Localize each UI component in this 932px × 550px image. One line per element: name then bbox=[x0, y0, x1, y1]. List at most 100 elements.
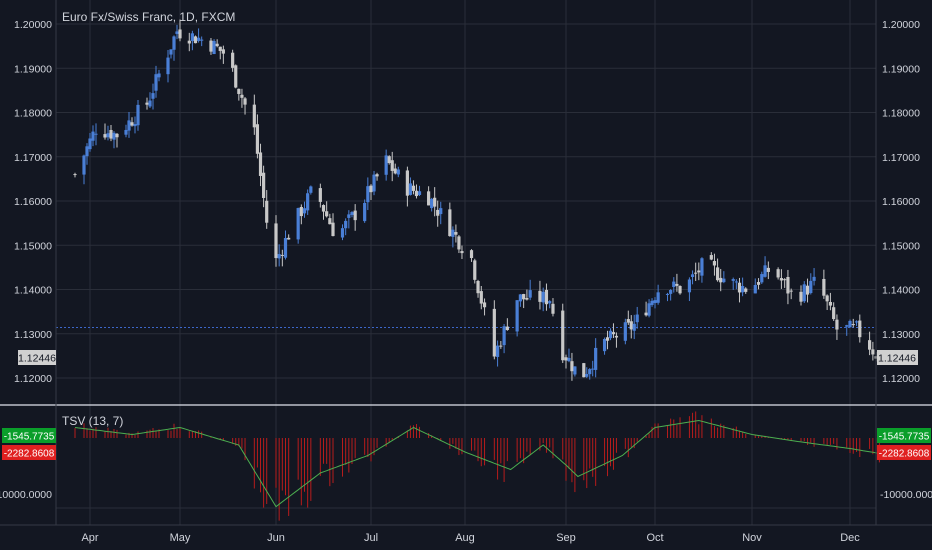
candle-body[interactable] bbox=[169, 49, 173, 55]
candle-body[interactable] bbox=[825, 295, 829, 302]
candle-body[interactable] bbox=[551, 303, 555, 314]
candle-body[interactable] bbox=[384, 155, 388, 175]
candle-body[interactable] bbox=[331, 222, 335, 237]
candle-body[interactable] bbox=[712, 261, 717, 266]
candle-body[interactable] bbox=[499, 345, 503, 347]
candle-body[interactable] bbox=[350, 212, 354, 215]
candle-body[interactable] bbox=[190, 33, 194, 42]
candle-body[interactable] bbox=[602, 338, 607, 352]
candle-body[interactable] bbox=[393, 168, 397, 174]
candle-body[interactable] bbox=[154, 74, 158, 91]
candle-body[interactable] bbox=[687, 279, 692, 293]
candle-body[interactable] bbox=[766, 267, 770, 272]
candle-body[interactable] bbox=[372, 174, 376, 192]
candle-body[interactable] bbox=[151, 93, 155, 99]
candle-body[interactable] bbox=[88, 138, 92, 150]
candle-body[interactable] bbox=[635, 314, 639, 323]
candle-body[interactable] bbox=[166, 57, 170, 75]
candle-body[interactable] bbox=[644, 312, 648, 316]
candle-body[interactable] bbox=[221, 49, 225, 54]
candle-body[interactable] bbox=[690, 274, 695, 278]
candle-body[interactable] bbox=[172, 36, 176, 50]
candle-body[interactable] bbox=[148, 100, 152, 107]
candle-body[interactable] bbox=[187, 40, 191, 44]
candle-body[interactable] bbox=[786, 276, 790, 294]
candle-body[interactable] bbox=[763, 265, 767, 277]
candle-body[interactable] bbox=[408, 183, 413, 195]
candle-body[interactable] bbox=[871, 349, 875, 355]
candle-body[interactable] bbox=[82, 155, 86, 175]
candle-body[interactable] bbox=[427, 191, 431, 206]
candle-body[interactable] bbox=[396, 169, 400, 175]
candle-body[interactable] bbox=[91, 131, 95, 141]
candle-body[interactable] bbox=[605, 337, 610, 341]
candle-body[interactable] bbox=[287, 237, 291, 240]
candle-body[interactable] bbox=[482, 302, 487, 308]
candle-body[interactable] bbox=[347, 214, 351, 218]
candle-body[interactable] bbox=[277, 254, 281, 259]
candle-body[interactable] bbox=[457, 236, 461, 250]
candle-body[interactable] bbox=[94, 133, 98, 135]
candle-body[interactable] bbox=[328, 218, 332, 225]
candle-body[interactable] bbox=[848, 320, 852, 328]
candle-body[interactable] bbox=[502, 326, 506, 346]
candle-body[interactable] bbox=[340, 228, 345, 238]
candle-body[interactable] bbox=[741, 286, 745, 293]
candle-body[interactable] bbox=[321, 205, 326, 212]
candle-body[interactable] bbox=[564, 357, 568, 361]
candle-body[interactable] bbox=[439, 208, 443, 215]
candle-body[interactable] bbox=[479, 291, 483, 304]
candle-body[interactable] bbox=[262, 172, 266, 198]
candle-body[interactable] bbox=[476, 280, 480, 294]
candle-body[interactable] bbox=[237, 88, 241, 94]
candle-body[interactable] bbox=[832, 307, 836, 320]
candle-body[interactable] bbox=[719, 277, 723, 283]
candle-body[interactable] bbox=[632, 323, 636, 331]
candle-body[interactable] bbox=[594, 347, 598, 370]
candle-body[interactable] bbox=[629, 321, 633, 330]
candle-body[interactable] bbox=[715, 267, 720, 281]
candle-body[interactable] bbox=[436, 209, 440, 216]
candle-body[interactable] bbox=[231, 52, 235, 68]
candle-body[interactable] bbox=[623, 322, 627, 341]
candle-body[interactable] bbox=[344, 220, 348, 229]
candle-body[interactable] bbox=[85, 146, 89, 157]
candle-body[interactable] bbox=[240, 94, 244, 98]
candle-body[interactable] bbox=[518, 294, 522, 302]
candle-body[interactable] bbox=[737, 282, 742, 293]
candle-body[interactable] bbox=[858, 320, 862, 338]
candle-body[interactable] bbox=[570, 361, 574, 372]
candle-body[interactable] bbox=[538, 290, 542, 302]
candle-body[interactable] bbox=[653, 300, 657, 304]
candle-body[interactable] bbox=[363, 202, 367, 222]
candle-body[interactable] bbox=[454, 232, 458, 235]
candle-body[interactable] bbox=[460, 251, 464, 254]
candle-body[interactable] bbox=[650, 300, 654, 305]
candle-body[interactable] bbox=[614, 335, 619, 338]
candle-body[interactable] bbox=[387, 156, 391, 164]
candle-body[interactable] bbox=[522, 294, 526, 300]
candle-body[interactable] bbox=[451, 229, 455, 237]
candle-body[interactable] bbox=[744, 288, 748, 292]
candle-body[interactable] bbox=[255, 124, 260, 154]
candle-body[interactable] bbox=[145, 102, 149, 105]
candle-body[interactable] bbox=[73, 174, 77, 176]
candle-body[interactable] bbox=[665, 293, 670, 295]
candle-body[interactable] bbox=[809, 280, 813, 294]
candle-body[interactable] bbox=[731, 279, 735, 281]
candle-body[interactable] bbox=[789, 290, 793, 292]
candle-body[interactable] bbox=[274, 223, 278, 259]
candle-body[interactable] bbox=[528, 290, 532, 298]
candle-body[interactable] bbox=[561, 310, 565, 361]
candle-body[interactable] bbox=[672, 281, 676, 288]
candle-body[interactable] bbox=[417, 191, 422, 196]
candle-body[interactable] bbox=[799, 291, 803, 302]
candle-body[interactable] bbox=[433, 197, 437, 207]
candle-body[interactable] bbox=[753, 284, 757, 294]
candle-body[interactable] bbox=[525, 298, 529, 300]
candle-body[interactable] bbox=[405, 170, 409, 196]
candle-body[interactable] bbox=[722, 278, 726, 283]
candle-body[interactable] bbox=[234, 65, 238, 88]
candle-body[interactable] bbox=[573, 366, 577, 375]
candle-body[interactable] bbox=[193, 36, 198, 44]
